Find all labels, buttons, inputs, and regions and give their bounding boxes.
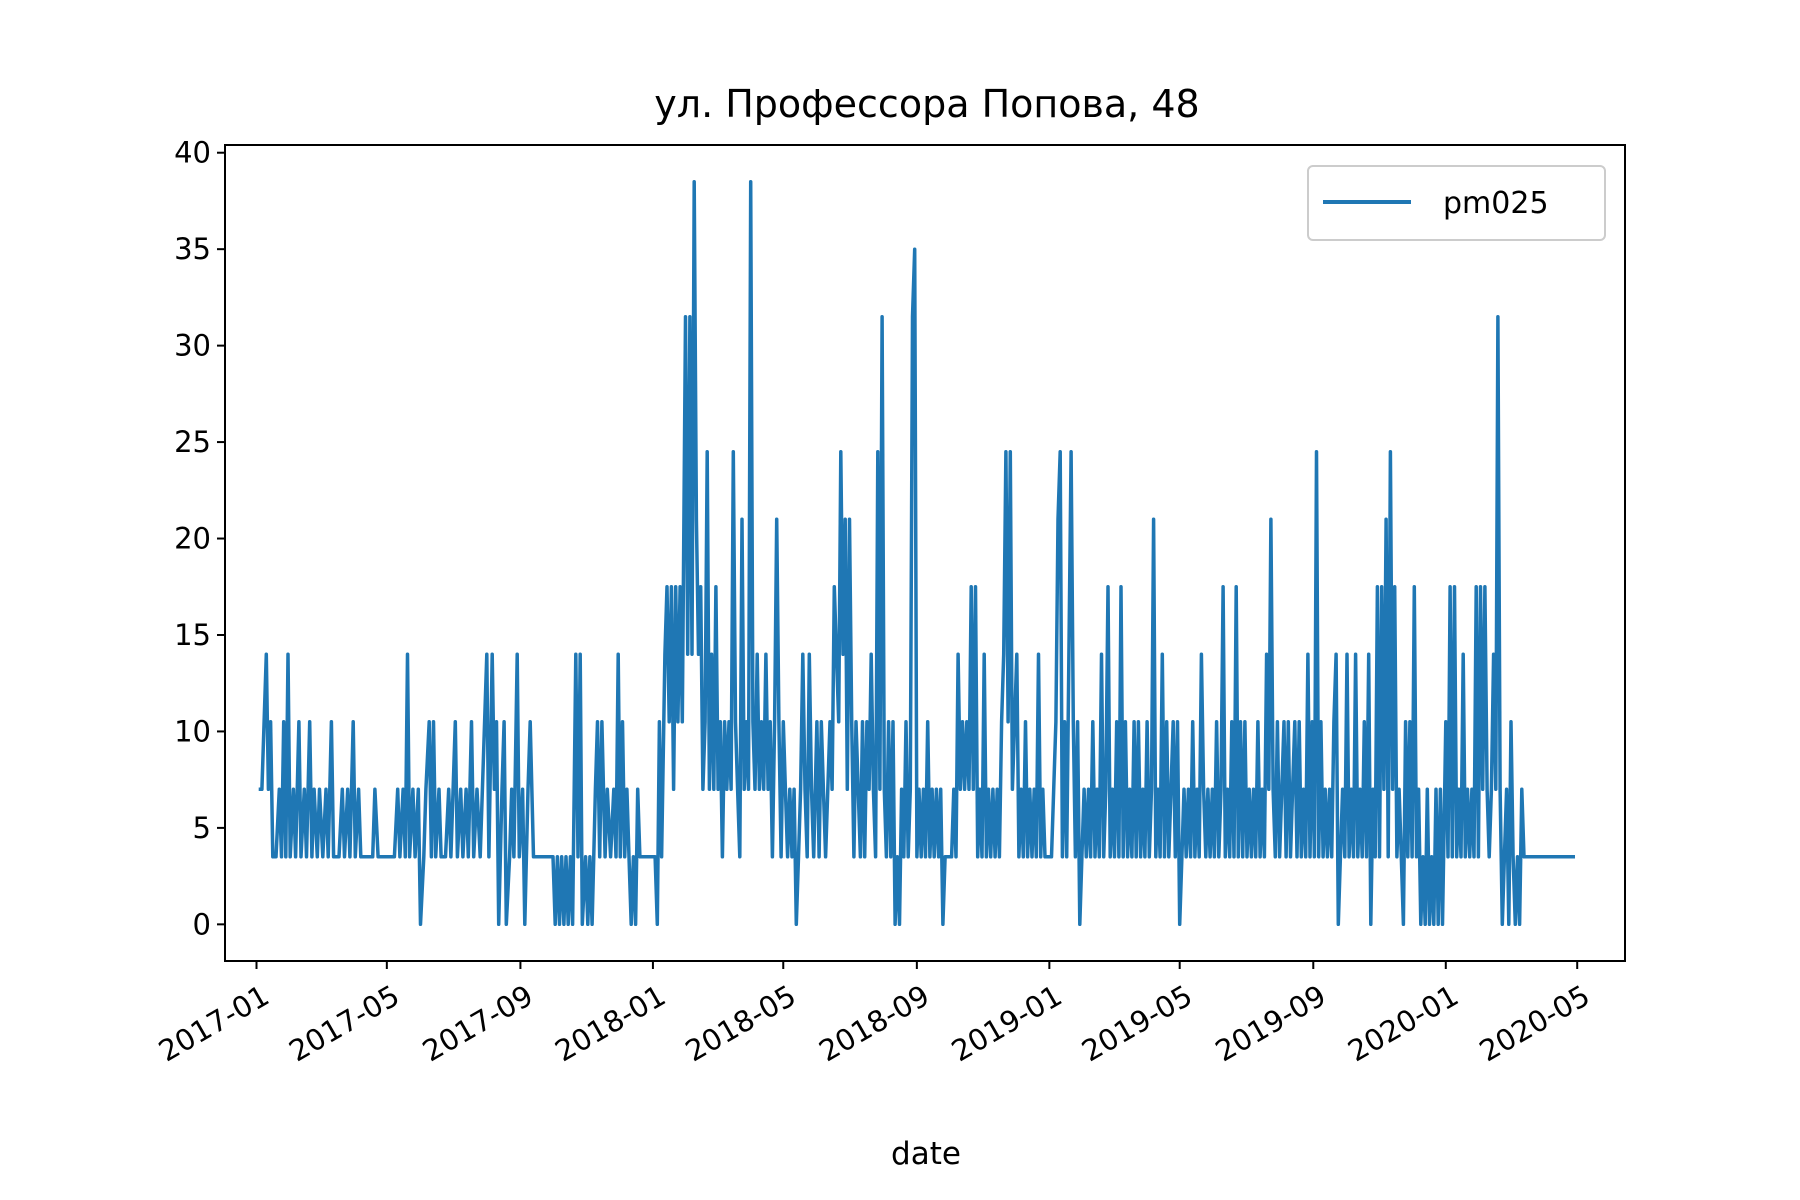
- y-tick-label: 15: [174, 618, 211, 652]
- legend-box: [1307, 165, 1606, 241]
- y-tick-label: 30: [174, 329, 211, 363]
- y-axis: 0 5 10 15 20 25 30 35 40: [174, 136, 225, 941]
- chart-title: ул. Профессора Попова, 48: [654, 82, 1199, 126]
- legend-label-pm025: pm025: [1443, 186, 1549, 221]
- y-tick-label: 25: [174, 425, 211, 459]
- legend: pm025: [1307, 165, 1606, 241]
- y-tick-label: 20: [174, 522, 211, 556]
- y-tick-label: 40: [174, 136, 211, 170]
- y-tick-label: 10: [174, 714, 211, 748]
- y-tick-label: 0: [193, 907, 211, 941]
- y-tick-label: 5: [193, 811, 211, 845]
- y-tick-label: 35: [174, 232, 211, 266]
- series-line-pm025: [258, 179, 1575, 927]
- axes-frame: [224, 144, 1626, 962]
- x-axis-label: date: [891, 1136, 961, 1172]
- plot-area: [258, 179, 1575, 927]
